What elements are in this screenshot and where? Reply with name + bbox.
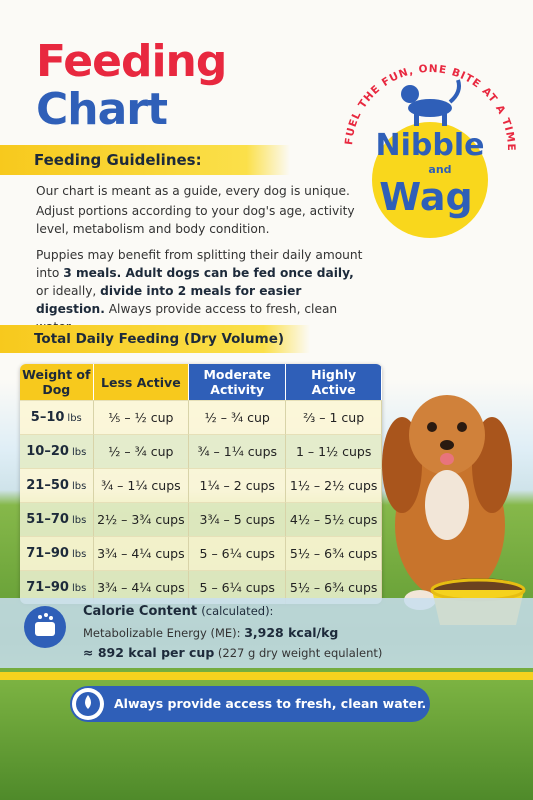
logo-word3: Wag	[379, 175, 472, 219]
weight-range: 21–50	[26, 478, 69, 493]
portion-cell: 2½ – 3¾ cups	[93, 502, 190, 536]
logo-word2: and	[428, 163, 451, 176]
yellow-strip	[0, 672, 533, 680]
portion-cell: ¾ – 1¼ cups	[93, 468, 190, 502]
cup-value: ≈ 892 kcal per cup	[83, 645, 215, 660]
cup-note: (227 g dry weight equlalent)	[217, 646, 383, 660]
title-line2: Chart	[36, 84, 168, 135]
column-header: Less Active	[93, 364, 190, 400]
text-segment: Our chart is meant as a guide, every dog…	[36, 184, 350, 198]
column-header: Moderate Activity	[189, 364, 287, 400]
text-segment: Adjust portions according to your dog's …	[36, 204, 355, 236]
portion-cell: 5½ – 6¾ cups	[286, 536, 382, 570]
portion-cell: 3¾ – 4¼ cups	[93, 570, 190, 604]
weight-unit: lbs	[71, 515, 87, 526]
portion-cell: ⅕ – ½ cup	[93, 400, 190, 434]
paragraph: Adjust portions according to your dog's …	[36, 202, 366, 238]
weight-cell: 21–50 lbs	[20, 468, 94, 502]
portion-cell: 5 – 6¼ cups	[189, 570, 287, 604]
table-row: 51–70 lbs 2½ – 3¾ cups 3¾ – 5 cups 4½ – 5½ c…	[20, 502, 382, 536]
guidelines-text: Our chart is meant as a guide, every dog…	[36, 182, 366, 344]
logo-circle	[372, 122, 488, 238]
logo-dog	[401, 79, 461, 126]
calorie-note: (calculated):	[201, 604, 274, 618]
logo: FUEL THE FUN, ONE BITE AT A TIME! Nibble…	[330, 40, 516, 238]
portion-cell: 1 – 1½ cups	[286, 434, 382, 468]
text-segment: Puppies may benefit from splitting their…	[36, 248, 363, 280]
portion-cell: ½ – ¾ cup	[189, 400, 287, 434]
table-row: 10–20 lbs ½ – ¾ cup ¾ – 1¼ cups 1 – 1½ cups	[20, 434, 382, 468]
calorie-icon	[24, 606, 66, 648]
me-line: Metabolizable Energy (ME): 3,928 kcal/kg	[83, 625, 338, 640]
logo-word1: Nibble	[376, 128, 485, 163]
header-row: Weight of Dog Less Active Moderate Activit…	[20, 364, 382, 400]
portion-cell: 5 – 6¼ cups	[189, 536, 287, 570]
calorie-title: Calorie Content	[83, 604, 198, 619]
weight-cell: 71–90 lbs	[20, 570, 94, 604]
weight-range: 5–10	[30, 410, 65, 425]
weight-unit: lbs	[71, 447, 87, 458]
portion-cell: ½ – ¾ cup	[93, 434, 190, 468]
footer-text: Always provide access to fresh, clean wa…	[114, 696, 427, 711]
title-line1: Feeding	[36, 36, 227, 87]
guidelines-heading: Feeding Guidelines:	[0, 145, 290, 175]
portion-cell: 3¾ – 4¼ cups	[93, 536, 190, 570]
portion-cell: 1¼ – 2 cups	[189, 468, 287, 502]
weight-cell: 71–90 lbs	[20, 536, 94, 570]
portion-cell: 4½ – 5½ cups	[286, 502, 382, 536]
table-row: 71–90 lbs 3¾ – 4¼ cups 5 – 6¼ cups 5½ – 6¾ c…	[20, 536, 382, 570]
weight-cell: 5–10 lbs	[20, 400, 94, 434]
paragraph: Puppies may benefit from splitting their…	[36, 246, 366, 336]
water-icon	[72, 688, 104, 720]
cup-line: ≈ 892 kcal per cup (227 g dry weight equ…	[83, 645, 382, 660]
column-header: Weight of Dog	[20, 364, 94, 400]
text-segment: divide into 2 meals for easier digestion…	[36, 284, 302, 316]
weight-cell: 51–70 lbs	[20, 502, 94, 536]
weight-range: 71–90	[26, 546, 69, 561]
table-wrap: Weight of Dog Less Active Moderate Activit…	[20, 364, 382, 604]
weight-range: 10–20	[26, 444, 69, 459]
table-heading: Total Daily Feeding (Dry Volume)	[0, 325, 310, 353]
calorie-title-line: Calorie Content (calculated):	[83, 604, 273, 619]
column-header: Highly Active	[286, 364, 382, 400]
calorie-panel	[0, 598, 533, 668]
portion-cell: 3¾ – 5 cups	[189, 502, 287, 536]
paragraph: Our chart is meant as a guide, every dog…	[36, 182, 366, 200]
portion-cell: ¾ – 1¼ cups	[189, 434, 287, 468]
footer-bar	[70, 686, 430, 722]
weight-unit: lbs	[71, 583, 87, 594]
text-segment: or ideally,	[36, 284, 101, 298]
feeding-table: Weight of Dog Less Active Moderate Activit…	[20, 364, 382, 604]
me-label: Metabolizable Energy (ME):	[83, 626, 241, 640]
portion-cell: 5½ – 6¾ cups	[286, 570, 382, 604]
weight-range: 71–90	[26, 580, 69, 595]
text-segment: 3 meals. Adult dogs can be fed once dail…	[63, 266, 354, 280]
me-value: 3,928 kcal/kg	[244, 625, 339, 640]
table-row: 5–10 lbs ⅕ – ½ cup ½ – ¾ cup ⅔ – 1 cup	[20, 400, 382, 434]
portion-cell: ⅔ – 1 cup	[286, 400, 382, 434]
weight-cell: 10–20 lbs	[20, 434, 94, 468]
weight-range: 51–70	[26, 512, 69, 527]
table-row: 21–50 lbs ¾ – 1¼ cups 1¼ – 2 cups 1½ – 2½ cu…	[20, 468, 382, 502]
portion-cell: 1½ – 2½ cups	[286, 468, 382, 502]
weight-unit: lbs	[67, 413, 82, 424]
weight-unit: lbs	[71, 549, 87, 560]
weight-unit: lbs	[71, 481, 87, 492]
